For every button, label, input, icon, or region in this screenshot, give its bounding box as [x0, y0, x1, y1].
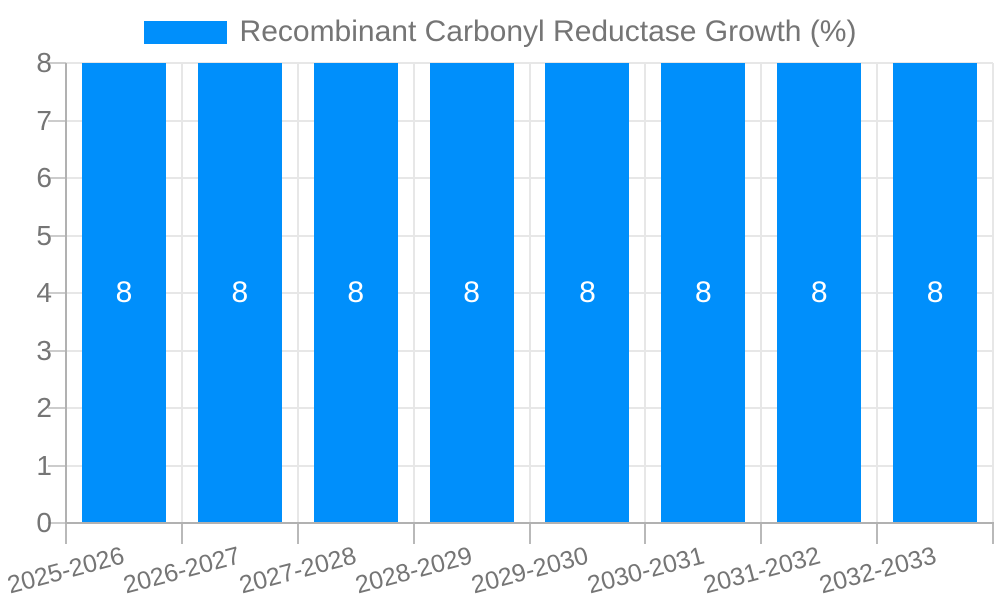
- x-gridline: [760, 63, 763, 523]
- bar-value-label: 8: [231, 276, 249, 309]
- bar[interactable]: 8: [661, 63, 746, 523]
- bar[interactable]: 8: [197, 63, 282, 523]
- x-axis-label: 2026-2027: [120, 541, 244, 600]
- bar[interactable]: 8: [777, 63, 862, 523]
- y-axis-label: 8: [36, 47, 52, 78]
- x-axis-tick: [65, 523, 67, 544]
- x-axis-tick: [412, 523, 415, 544]
- y-axis-tick: [48, 62, 66, 64]
- y-axis-tick: [48, 177, 66, 179]
- legend-label: Recombinant Carbonyl Reductase Growth (%…: [239, 15, 857, 48]
- x-axis-tick: [528, 523, 531, 544]
- bar-value-label: 8: [810, 276, 828, 309]
- y-axis-tick: [48, 119, 66, 122]
- y-axis-tick: [48, 292, 66, 294]
- chart-legend[interactable]: Recombinant Carbonyl Reductase Growth (%…: [0, 16, 1000, 48]
- y-axis-tick: [48, 407, 66, 409]
- bar-value-label: 8: [579, 276, 596, 309]
- legend-swatch-icon: [143, 20, 227, 44]
- x-gridline: [528, 63, 531, 523]
- y-axis-label: 1: [36, 449, 52, 481]
- bar[interactable]: 8: [429, 63, 514, 523]
- y-axis-tick: [48, 349, 66, 352]
- x-gridline: [992, 63, 994, 523]
- x-axis-line: [65, 522, 994, 524]
- bar-value-label: 8: [463, 276, 480, 309]
- x-axis-tick: [760, 523, 763, 544]
- x-axis-label: 2029-2030: [468, 541, 592, 600]
- x-axis-label: 2025-2026: [4, 541, 128, 600]
- y-axis-line: [65, 63, 67, 524]
- x-axis-label: 2028-2029: [352, 541, 476, 600]
- y-axis-label: 7: [36, 104, 52, 136]
- x-axis-tick: [992, 523, 994, 544]
- y-axis-label: 2: [36, 392, 52, 423]
- x-axis-tick: [644, 523, 647, 544]
- x-axis-label: 2027-2028: [236, 541, 360, 600]
- x-gridline: [876, 63, 879, 523]
- x-axis-tick: [876, 523, 879, 544]
- bar[interactable]: 8: [893, 63, 978, 523]
- x-axis-label: 2032-2033: [815, 541, 939, 600]
- y-axis-tick: [48, 464, 66, 467]
- y-axis-label: 3: [36, 334, 52, 366]
- y-axis-label: 0: [36, 507, 52, 538]
- y-axis-label: 5: [36, 219, 52, 251]
- x-gridline: [644, 63, 647, 523]
- bar-value-label: 8: [115, 276, 133, 309]
- bar-value-label: 8: [347, 276, 365, 309]
- y-axis-tick: [48, 522, 66, 524]
- bar-value-label: 8: [694, 276, 712, 309]
- x-axis-tick: [296, 523, 299, 544]
- x-axis-label: 2031-2032: [700, 541, 823, 600]
- y-axis-tick: [48, 234, 66, 237]
- bar[interactable]: 8: [313, 63, 398, 523]
- x-axis-label: 2030-2031: [584, 541, 707, 600]
- x-gridline: [180, 63, 183, 523]
- y-axis-label: 4: [36, 277, 52, 308]
- bar-value-label: 8: [926, 276, 944, 309]
- bar[interactable]: 8: [545, 63, 630, 523]
- x-gridline: [412, 63, 415, 523]
- x-axis-tick: [180, 523, 183, 544]
- y-axis-label: 6: [36, 162, 52, 193]
- bar[interactable]: 8: [81, 63, 166, 523]
- x-gridline: [296, 63, 299, 523]
